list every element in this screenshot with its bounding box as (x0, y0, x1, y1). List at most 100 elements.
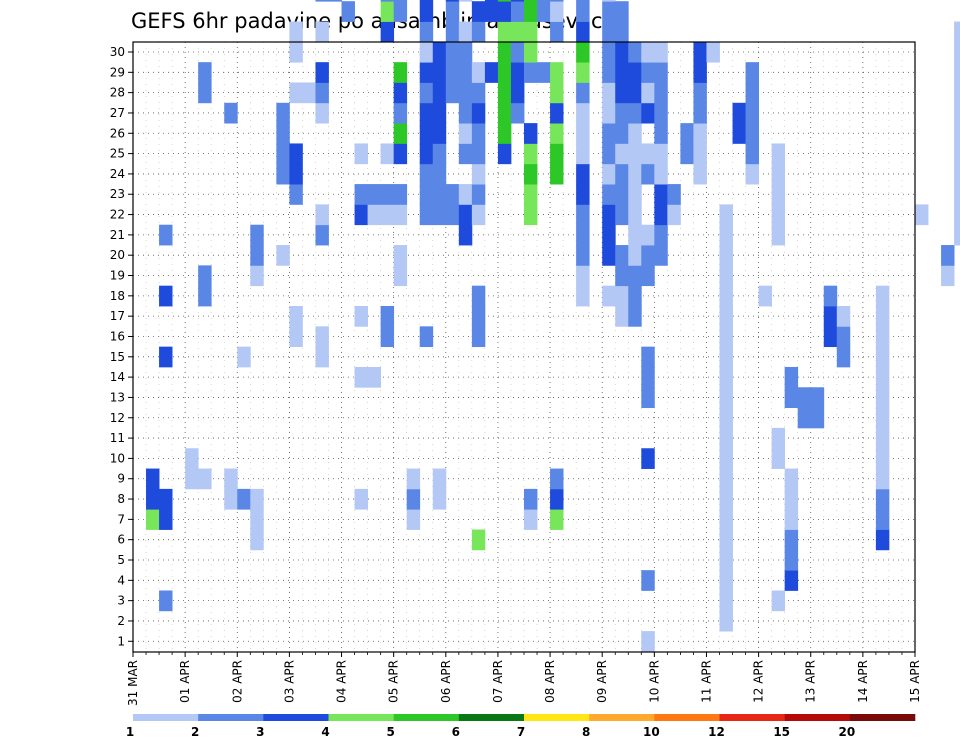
heatmap-cell (419, 62, 434, 83)
heatmap-cell (954, 224, 960, 246)
heatmap-cell (810, 387, 825, 408)
heatmap-cell (628, 163, 642, 185)
heatmap-cell (419, 123, 434, 144)
heatmap-cell (198, 265, 212, 287)
heatmap-cell (380, 184, 395, 205)
heatmap-cell (641, 102, 655, 124)
colorbar-swatch (719, 714, 785, 721)
heatmap-cell (497, 123, 512, 144)
heatmap-cell (432, 41, 447, 63)
y-tick-label: 19 (110, 269, 125, 283)
heatmap-cell (524, 62, 538, 83)
heatmap-cell (771, 427, 786, 449)
heatmap-cell (315, 346, 329, 368)
heatmap-cell (497, 82, 512, 104)
heatmap-cell (524, 0, 538, 2)
heatmap-cell (875, 306, 890, 327)
heatmap-cell (654, 62, 668, 83)
heatmap-cell (510, 82, 525, 104)
heatmap-cell (419, 102, 434, 124)
heatmap-cell (654, 163, 668, 185)
heatmap-cell (380, 306, 395, 327)
heatmap-cell (380, 1, 395, 22)
y-tick-label: 7 (117, 512, 125, 526)
colorbar-label: 20 (838, 725, 855, 739)
heatmap-cell (237, 488, 251, 510)
heatmap-cell (576, 184, 590, 205)
heatmap-cell (719, 570, 733, 591)
heatmap-cell (276, 143, 290, 165)
heatmap-cell (289, 326, 303, 348)
colorbar-legend: 1 2 3 4 5 6 7 8 10 12 15 20 (126, 714, 916, 739)
heatmap-cell (419, 21, 434, 43)
x-tick-label: 02 APR (230, 660, 244, 703)
heatmap-cell (250, 265, 264, 287)
heatmap-cell (615, 163, 629, 185)
heatmap-cell (954, 184, 960, 205)
heatmap-cell (641, 448, 655, 469)
heatmap-cell (771, 163, 786, 185)
heatmap-cell (954, 123, 960, 144)
heatmap-cell (471, 529, 486, 551)
heatmap-cell (550, 143, 564, 165)
heatmap-cell (471, 204, 486, 226)
heatmap-cell (315, 0, 329, 2)
heatmap-cell (641, 41, 655, 63)
heatmap-cell (367, 184, 382, 205)
heatmap-cell (602, 285, 616, 307)
heatmap-cell (432, 163, 447, 185)
heatmap-cell (576, 102, 590, 124)
heatmap-cell (719, 468, 733, 490)
x-tick-label: 05 APR (387, 660, 401, 703)
heatmap-cell (628, 62, 642, 83)
heatmap-cell (419, 82, 434, 104)
heatmap-cell (628, 245, 642, 266)
heatmap-cell (432, 62, 447, 83)
heatmap-cell (445, 0, 460, 2)
heatmap-cell (367, 204, 382, 226)
heatmap-cell (367, 366, 382, 388)
heatmap-cell (354, 306, 368, 327)
heatmap-cell (641, 631, 655, 652)
heatmap-cell (550, 0, 564, 2)
heatmap-cell (471, 82, 486, 104)
colorbar-swatch (133, 714, 199, 721)
heatmap-cell (719, 204, 733, 226)
heatmap-cell (954, 21, 960, 43)
x-tick-label: 07 APR (491, 660, 505, 703)
heatmap-cell (628, 265, 642, 287)
heatmap-cell (576, 82, 590, 104)
heatmap-cell (458, 62, 473, 83)
heatmap-cell (406, 468, 421, 490)
y-tick-label: 2 (117, 614, 125, 628)
heatmap-cell (497, 143, 512, 165)
heatmap-cell (524, 163, 538, 185)
y-tick-label: 25 (110, 147, 125, 161)
heatmap-cell (224, 468, 238, 490)
heatmap-cell (628, 224, 642, 246)
heatmap-cell (393, 265, 408, 287)
x-tick-label: 08 APR (543, 660, 557, 703)
heatmap-cell (393, 0, 408, 2)
heatmap-cell (602, 204, 616, 226)
y-tick-label: 15 (110, 350, 125, 364)
heatmap-cell (771, 204, 786, 226)
heatmap-cell (146, 509, 160, 530)
heatmap-cell (836, 346, 851, 368)
heatmap-cell (576, 204, 590, 226)
y-tick-label: 26 (110, 126, 125, 140)
y-tick-label: 20 (110, 248, 125, 262)
heatmap-cell (628, 123, 642, 144)
heatmap-cell (615, 184, 629, 205)
colorbar-label: 8 (582, 725, 590, 739)
heatmap-cell (693, 143, 707, 165)
heatmap-cell (784, 366, 799, 388)
heatmap-cell (445, 62, 460, 83)
colorbar-label: 4 (321, 725, 329, 739)
heatmap-cell (693, 41, 707, 63)
heatmap-cell (276, 123, 290, 144)
heatmap-cell (615, 143, 629, 165)
heatmap-cell (693, 102, 707, 124)
heatmap-cell (315, 326, 329, 348)
heatmap-cell (719, 326, 733, 348)
